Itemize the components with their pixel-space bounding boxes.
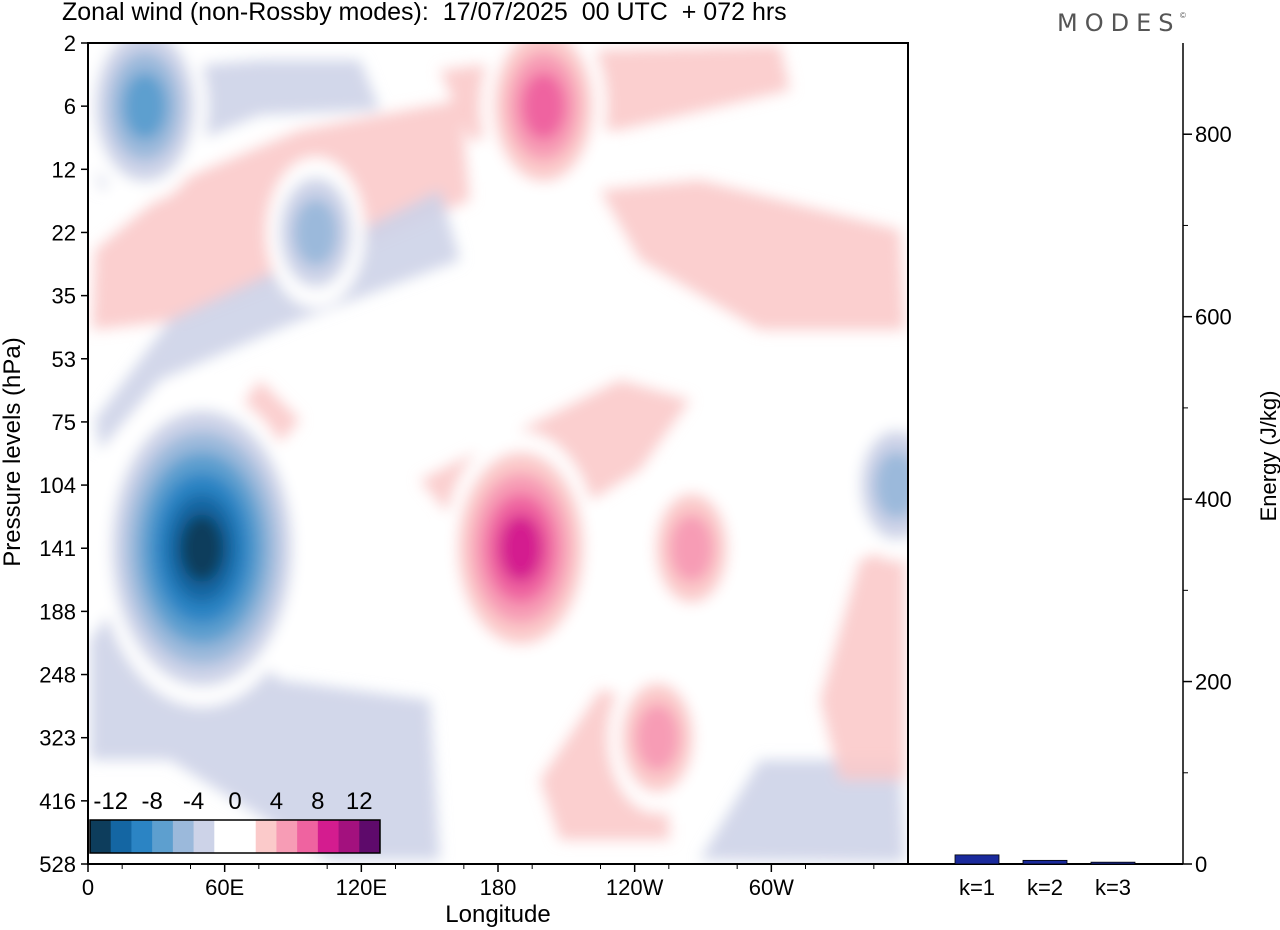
energy-tick-label: 800 — [1195, 122, 1232, 147]
colorbar-swatch — [193, 820, 215, 853]
x-axis-label: Longitude — [445, 901, 550, 928]
energy-bar — [954, 854, 1000, 865]
heatmap-level — [122, 72, 168, 140]
colorbar-swatch — [297, 820, 319, 853]
y-tick-label: 2 — [64, 31, 76, 56]
x-tick-label: 180 — [480, 875, 517, 900]
heatmap-feature — [847, 409, 908, 561]
y-tick-label: 35 — [52, 284, 76, 309]
colorbar-swatch — [90, 820, 112, 853]
heatmap-level — [874, 451, 908, 519]
colorbar-swatch — [235, 820, 257, 853]
colorbar-label: -12 — [93, 788, 128, 815]
colorbar-swatch — [214, 820, 236, 853]
heatmap-contours — [88, 43, 908, 862]
y-tick-label: 75 — [52, 410, 76, 435]
heatmap-field — [88, 43, 908, 864]
colorbar-swatch — [338, 820, 360, 853]
y-tick-label: 141 — [39, 536, 76, 561]
heatmap-feature — [98, 389, 306, 707]
heatmap-level — [293, 198, 338, 267]
y-tick-label: 22 — [52, 220, 76, 245]
heatmap-feature — [444, 431, 598, 666]
energy-axis-label: Energy (J/kg) — [1256, 391, 1280, 522]
colorbar-swatch — [317, 820, 340, 853]
colorbar-swatch — [110, 820, 132, 853]
colorbar-swatch — [276, 820, 298, 853]
heatmap-band — [700, 760, 905, 862]
heatmap-level — [521, 72, 566, 140]
x-tick-label: 120W — [606, 875, 664, 900]
y-tick-label: 53 — [52, 347, 76, 372]
heatmap-feature — [608, 662, 707, 814]
y-tick-label: 188 — [39, 599, 76, 624]
energy-bar — [1022, 859, 1068, 865]
colorbar-frame — [89, 819, 381, 854]
colorbar-swatch — [152, 820, 174, 853]
heatmap-feature — [642, 472, 741, 624]
y-tick-label: 12 — [52, 157, 76, 182]
x-tick-label: 60E — [205, 875, 244, 900]
heatmap-level — [669, 514, 714, 583]
colorbar-label: 12 — [346, 788, 373, 815]
heatmap-feature — [88, 43, 208, 203]
colorbar-swatch — [359, 820, 381, 853]
colorbar-label: -8 — [141, 788, 162, 815]
y-tick-label: 528 — [39, 852, 76, 877]
y-axis-label: Pressure levels (hPa) — [0, 337, 26, 566]
heatmap-feature — [266, 157, 366, 308]
colorbar-label: 0 — [228, 788, 241, 815]
colorbar-label: -4 — [183, 788, 204, 815]
heatmap-feature — [480, 43, 607, 203]
colorbar-label: 8 — [311, 788, 324, 815]
chart-title: Zonal wind (non-Rossby modes): 17/07/202… — [62, 0, 787, 26]
x-tick-label: 120E — [336, 875, 387, 900]
y-tick-label: 248 — [39, 663, 76, 688]
bar-category-label: k=3 — [1095, 875, 1131, 900]
heatmap-band — [820, 540, 905, 780]
colorbar-swatch — [131, 820, 153, 853]
energy-tick-label: 200 — [1195, 670, 1232, 695]
heatmap-level — [179, 514, 224, 583]
bar-category-label: k=2 — [1027, 875, 1063, 900]
colorbar: -12 -8 -4 0 4 8 12 — [89, 788, 381, 854]
x-tick-label: 60W — [749, 875, 794, 900]
colorbar-swatch — [255, 820, 277, 853]
heatmap-level — [498, 514, 543, 583]
energy-bar — [1090, 861, 1136, 865]
heatmap-band — [600, 180, 905, 330]
y-tick-label: 104 — [39, 473, 76, 498]
bar-category-label: k=1 — [959, 875, 995, 900]
brand-copyright-mark: © — [1180, 11, 1186, 20]
x-tick-label: 0 — [82, 875, 94, 900]
colorbar-label: 4 — [270, 788, 283, 815]
y-tick-label: 6 — [64, 94, 76, 119]
colorbar-swatch — [172, 820, 195, 853]
y-tick-label: 323 — [39, 726, 76, 751]
brand-logo: MODES — [1057, 9, 1181, 37]
y-tick-label: 416 — [39, 789, 76, 814]
energy-tick-label: 600 — [1195, 305, 1232, 330]
energy-bar-panel: 0 200 400 600 800 k=1 k=2 k=3 — [907, 43, 1232, 900]
energy-tick-label: 0 — [1195, 852, 1207, 877]
energy-tick-label: 400 — [1195, 487, 1232, 512]
heatmap-level — [635, 703, 680, 772]
heatmap-band — [95, 190, 460, 450]
